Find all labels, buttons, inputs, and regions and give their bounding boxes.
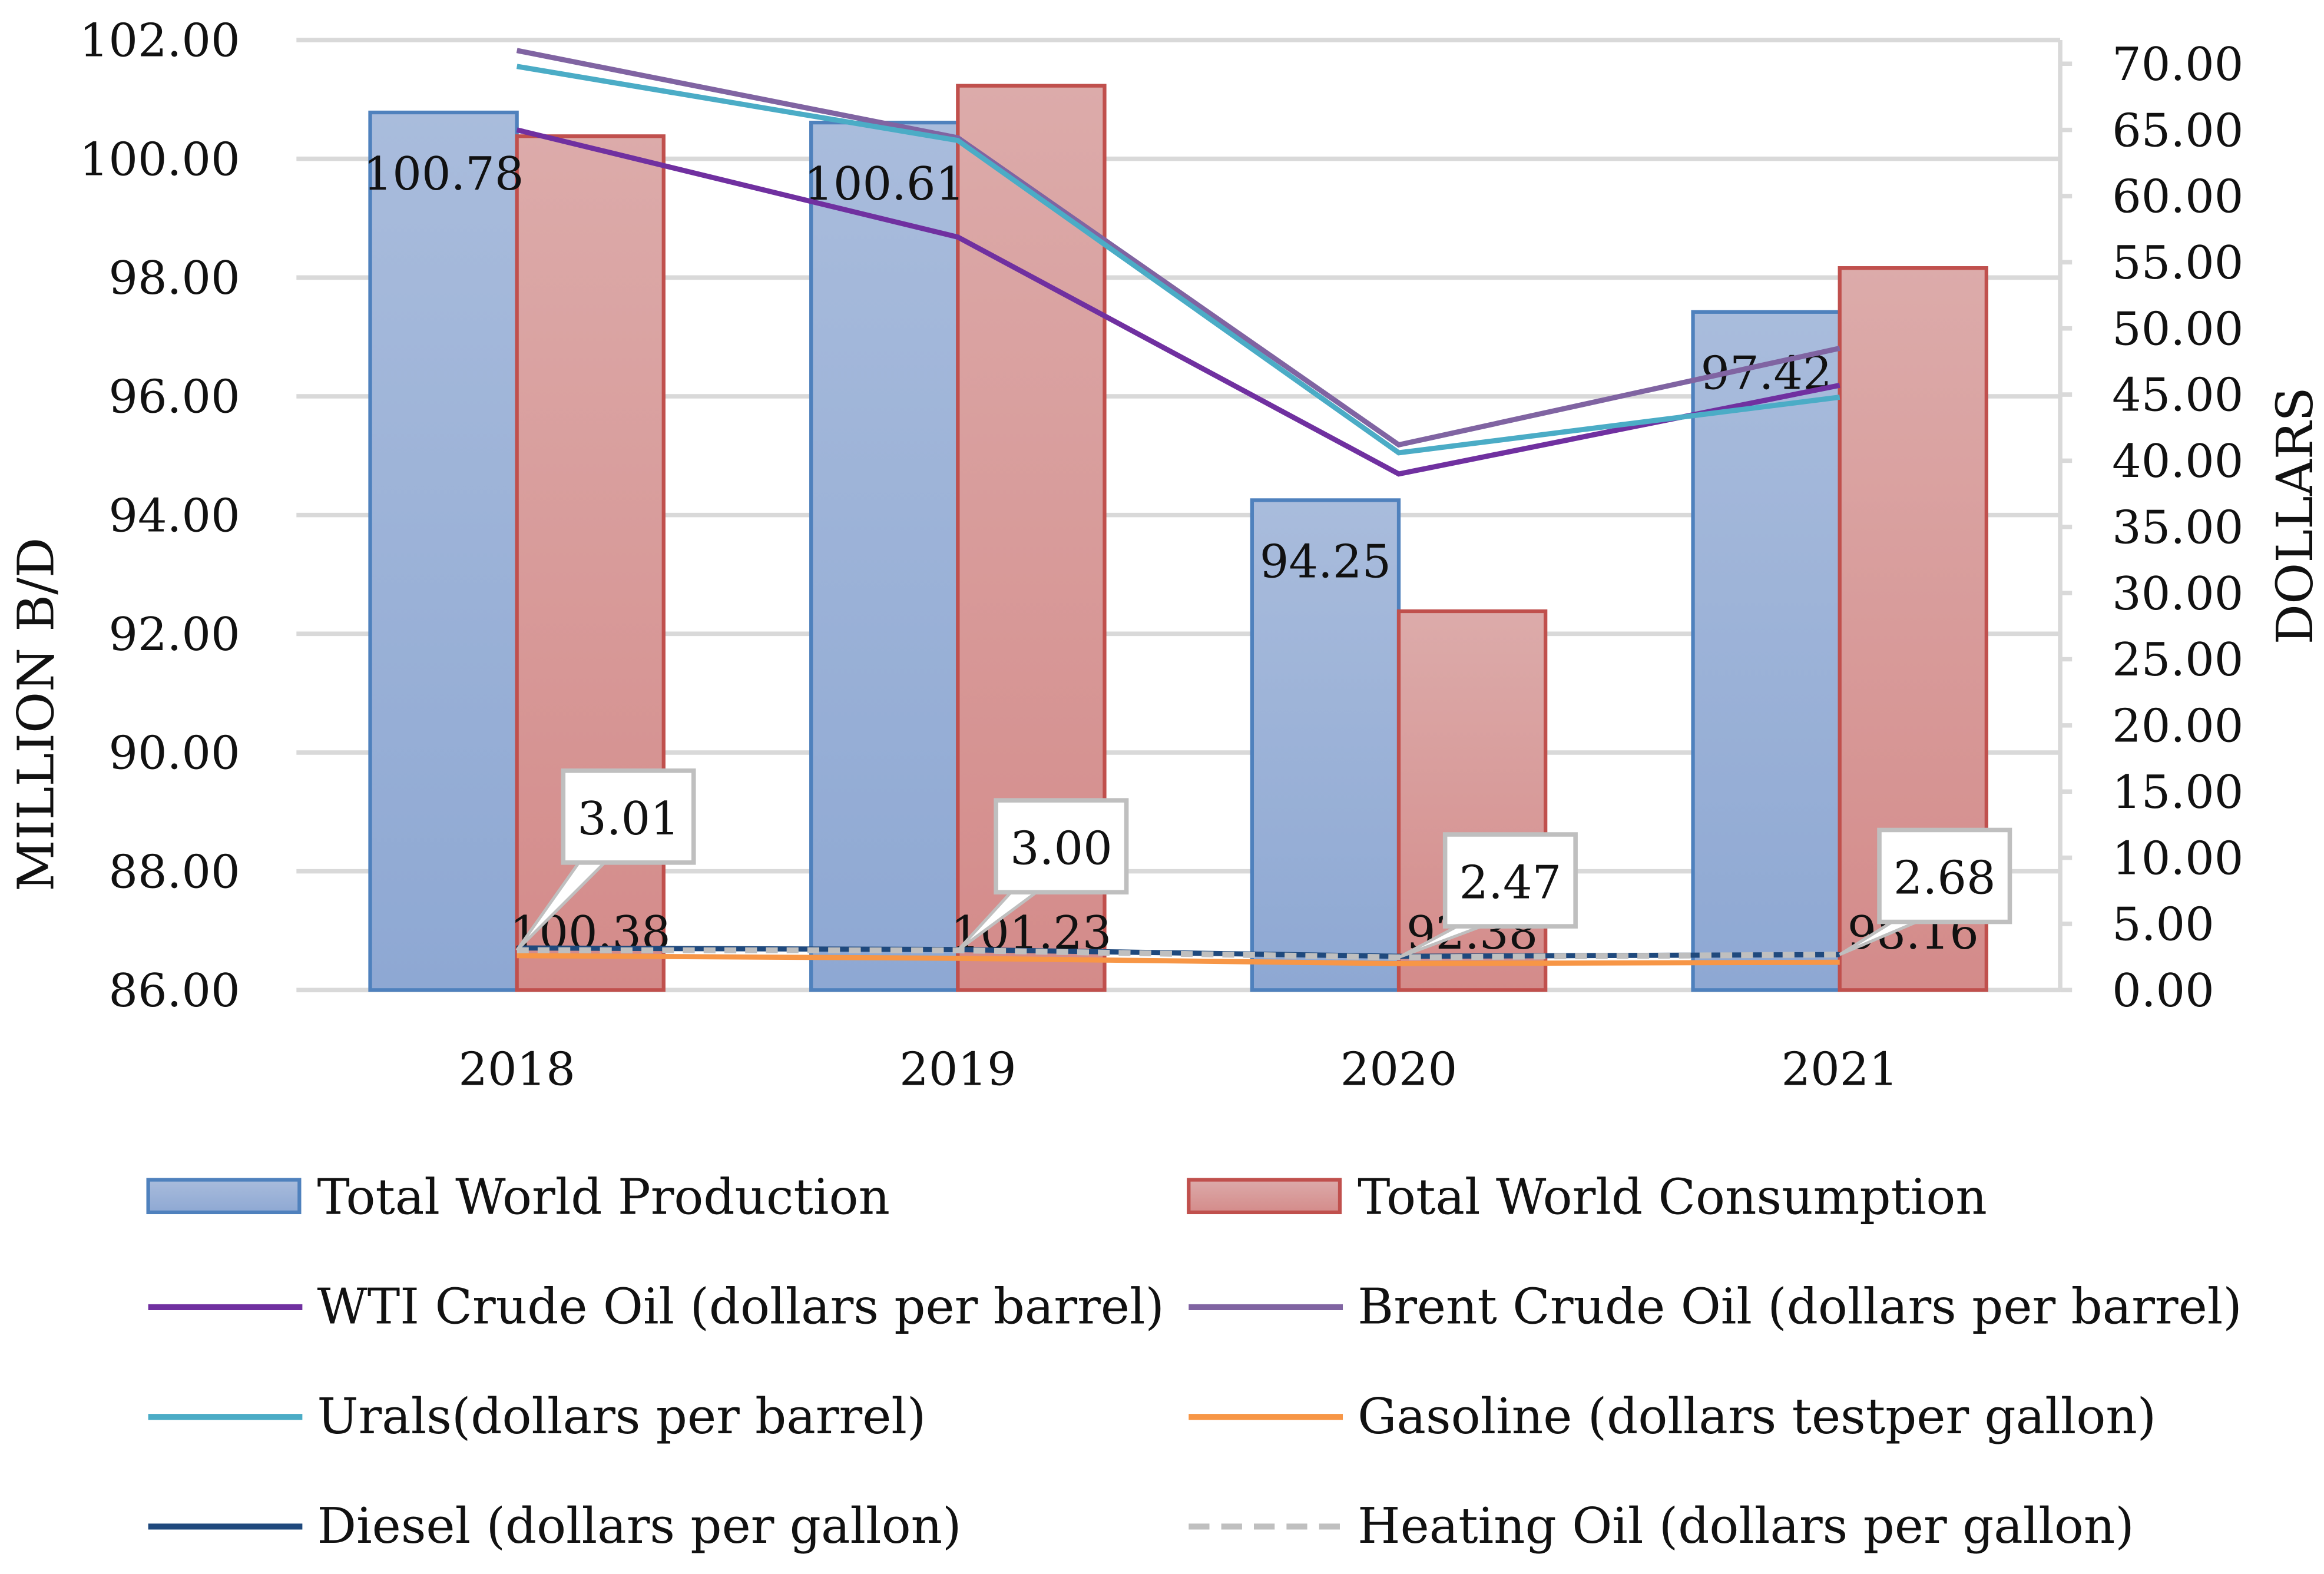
y2-axis-title: DOLLARS xyxy=(2266,387,2324,644)
legend: Total World Production Total World Consum… xyxy=(146,1168,2242,1555)
production-bar xyxy=(809,120,960,992)
production-data-label: 94.25 xyxy=(1260,535,1391,588)
legend-label: Brent Crude Oil (dollars per barrel) xyxy=(1358,1278,2242,1336)
production-bar xyxy=(368,110,519,992)
y2-tick-label: 45.00 xyxy=(2112,369,2243,422)
y2-tick-label: 5.00 xyxy=(2112,899,2214,952)
heating-oil-data-label: 3.01 xyxy=(577,793,680,846)
production-data-label: 100.61 xyxy=(804,158,965,211)
y-tick-label: 86.00 xyxy=(108,965,240,1018)
y2-tick-label: 55.00 xyxy=(2112,237,2243,290)
axes: 86.00 88.00 90.00 92.00 94.00 96.00 98.00 100.0… xyxy=(80,15,2244,1096)
line-series-0 xyxy=(516,127,1840,477)
y2-tick-label: 70.00 xyxy=(2112,38,2243,91)
legend-label: Heating Oil (dollars per gallon) xyxy=(1358,1497,2134,1555)
y-axis-title: MILLION B/D xyxy=(8,537,66,891)
line-series-1 xyxy=(516,48,1840,448)
x-tick-label: 2018 xyxy=(458,1043,575,1096)
y-tick-label: 90.00 xyxy=(108,727,240,780)
y2-tick-label: 10.00 xyxy=(2112,832,2243,885)
y2-tick-label: 0.00 xyxy=(2112,965,2214,1018)
y-tick-label: 92.00 xyxy=(108,608,240,661)
callout-box xyxy=(1877,827,2012,924)
y2-tick-label: 35.00 xyxy=(2112,501,2243,554)
line-series-5 xyxy=(517,947,1840,960)
x-tick-label: 2021 xyxy=(1781,1043,1898,1096)
y2-tick-label: 15.00 xyxy=(2112,766,2243,819)
heating-oil-callouts: 3.01 3.00 2.47 2.68 xyxy=(515,768,2012,959)
y2-tick-label: 30.00 xyxy=(2112,568,2243,621)
y2-tick-label: 20.00 xyxy=(2112,700,2243,753)
callout-box xyxy=(561,768,696,865)
heating-oil-data-label: 2.68 xyxy=(1893,852,1996,905)
legend-label: Total World Production xyxy=(317,1168,890,1225)
callout-box xyxy=(1442,832,1578,929)
y-tick-label: 96.00 xyxy=(108,371,240,424)
production-bar xyxy=(1691,310,1842,992)
legend-swatch xyxy=(146,1178,302,1215)
heating-oil-data-label: 2.47 xyxy=(1459,856,1562,909)
x-tick-label: 2019 xyxy=(899,1043,1017,1096)
y-tick-label: 94.00 xyxy=(108,489,240,542)
lines xyxy=(516,48,1840,966)
y-tick-label: 98.00 xyxy=(108,252,240,305)
y2-tick-label: 25.00 xyxy=(2112,634,2243,687)
line-series-2 xyxy=(516,64,1840,456)
y-tick-label: 88.00 xyxy=(108,846,240,899)
y-tick-label: 102.00 xyxy=(80,15,240,68)
legend-label: WTI Crude Oil (dollars per barrel) xyxy=(317,1278,1164,1336)
y2-tick-label: 60.00 xyxy=(2112,171,2243,224)
line-series-3 xyxy=(517,953,1840,966)
production-data-label: 100.78 xyxy=(363,148,524,201)
x-tick-label: 2020 xyxy=(1340,1043,1458,1096)
production-bar xyxy=(1250,498,1401,992)
callout-box xyxy=(994,798,1129,894)
y2-tick-label: 65.00 xyxy=(2112,104,2243,157)
legend-label: Total World Consumption xyxy=(1358,1168,1987,1225)
y2-tick-label: 50.00 xyxy=(2112,303,2243,356)
y-tick-label: 100.00 xyxy=(80,133,240,186)
legend-label: Gasoline (dollars testper gallon) xyxy=(1358,1388,2156,1445)
legend-label: Urals(dollars per barrel) xyxy=(317,1388,926,1445)
legend-swatch xyxy=(1187,1178,1342,1215)
y2-tick-label: 40.00 xyxy=(2112,435,2243,488)
legend-label: Diesel (dollars per gallon) xyxy=(317,1497,962,1555)
heating-oil-data-label: 3.00 xyxy=(1010,822,1113,875)
